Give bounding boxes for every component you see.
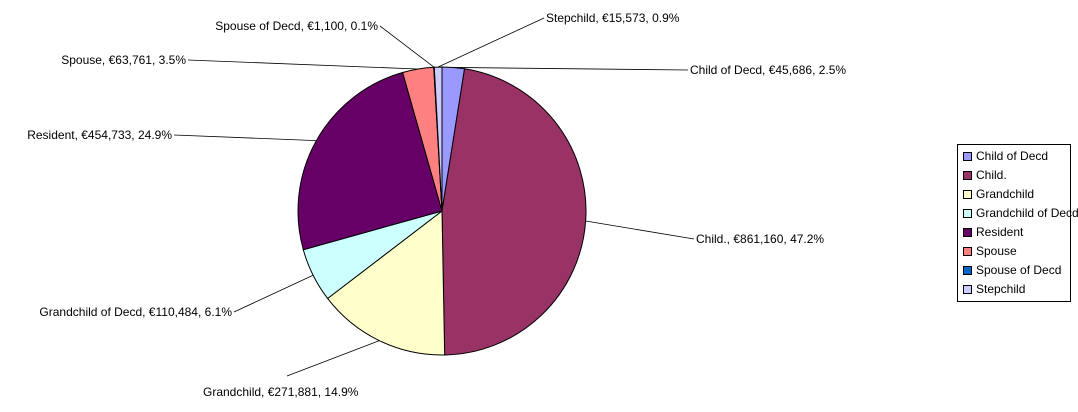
leader-line bbox=[233, 274, 314, 313]
data-labels: Child of Decd, €45,686, 2.5% Child., €861… bbox=[27, 11, 846, 399]
leader-line bbox=[173, 134, 317, 142]
leader-line bbox=[286, 340, 380, 377]
pie-slice bbox=[326, 210, 446, 356]
leader-line bbox=[453, 67, 689, 71]
data-label: Spouse of Decd, €1,100, 0.1% bbox=[215, 19, 378, 33]
legend-item: Child. bbox=[963, 167, 1007, 183]
legend-item: Resident bbox=[963, 224, 1023, 240]
legend-item: Spouse bbox=[963, 243, 1017, 259]
leader-line bbox=[379, 25, 435, 68]
legend-label: Resident bbox=[976, 225, 1024, 239]
legend-item: Spouse of Decd bbox=[963, 262, 1061, 278]
data-label: Grandchild, €271,881, 14.9% bbox=[203, 385, 359, 399]
legend-label: Spouse of Decd bbox=[976, 263, 1062, 277]
legend-swatch bbox=[963, 227, 972, 237]
legend-item: Stepchild bbox=[963, 281, 1025, 297]
data-label: Stepchild, €15,573, 0.9% bbox=[546, 11, 680, 25]
pie-slice bbox=[441, 68, 587, 356]
legend-label: Grandchild bbox=[976, 187, 1035, 201]
legend-item: Child of Decd bbox=[963, 148, 1048, 164]
pie-slice bbox=[433, 66, 443, 212]
data-label: Spouse, €63,761, 3.5% bbox=[61, 53, 186, 67]
legend-swatch bbox=[963, 284, 972, 294]
legend-label: Stepchild bbox=[976, 282, 1026, 296]
legend-swatch bbox=[963, 170, 972, 180]
legend-swatch bbox=[963, 208, 972, 218]
pie-slice bbox=[297, 71, 443, 251]
pie-slices bbox=[297, 66, 587, 356]
legend-item: Grandchild of Decd bbox=[963, 205, 1078, 221]
data-label: Child of Decd, €45,686, 2.5% bbox=[690, 63, 846, 77]
data-label: Resident, €454,733, 24.9% bbox=[27, 128, 172, 142]
leader-line bbox=[585, 220, 695, 240]
legend: Child of Decd Child. Grandchild Grandchi… bbox=[957, 144, 1078, 302]
legend-swatch bbox=[963, 246, 972, 256]
legend-label: Grandchild of Decd bbox=[976, 206, 1078, 220]
leader-lines bbox=[173, 17, 695, 377]
legend-swatch bbox=[963, 189, 972, 199]
data-label: Child., €861,160, 47.2% bbox=[696, 232, 824, 246]
legend-label: Child of Decd bbox=[976, 149, 1049, 163]
leader-line bbox=[437, 17, 545, 68]
legend-item: Grandchild bbox=[963, 186, 1034, 202]
legend-swatch bbox=[963, 151, 972, 161]
legend-label: Child. bbox=[976, 168, 1007, 182]
legend-swatch bbox=[963, 265, 972, 275]
data-label: Grandchild of Decd, €110,484, 6.1% bbox=[39, 305, 232, 319]
leader-line bbox=[187, 59, 419, 70]
legend-label: Spouse bbox=[976, 244, 1017, 258]
